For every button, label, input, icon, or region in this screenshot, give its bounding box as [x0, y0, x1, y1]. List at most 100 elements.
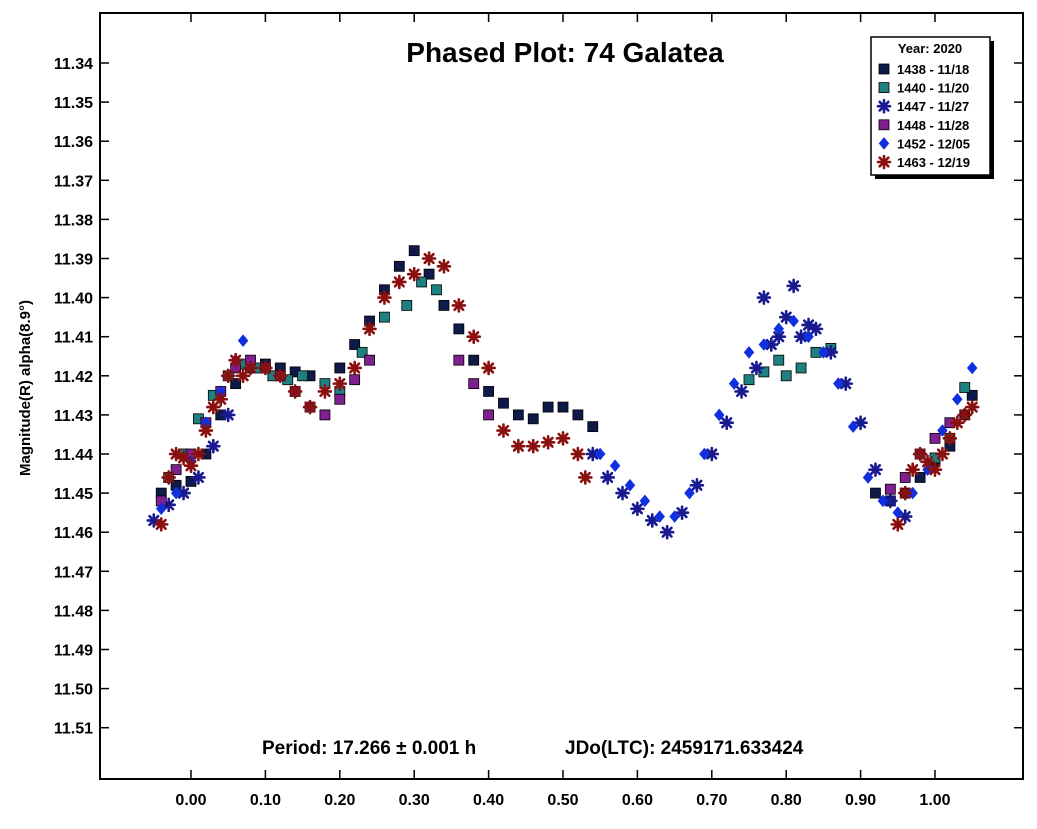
data-points [146, 245, 980, 540]
data-point-series-3 [801, 317, 816, 333]
data-point-series-3 [674, 505, 690, 520]
data-point-series-1 [498, 397, 509, 409]
data-point-series-5 [639, 494, 651, 508]
legend-marker [878, 82, 890, 93]
x-tick-label: 0.40 [473, 792, 504, 809]
legend-marker [876, 154, 892, 170]
x-tick-label: 0.90 [845, 792, 876, 809]
data-point-series-1 [587, 421, 599, 433]
data-point-series-5 [847, 420, 859, 434]
y-tick-label: 11.37 [54, 173, 93, 190]
data-point-series-6 [258, 360, 273, 376]
data-point-series-6 [957, 407, 973, 423]
data-point-series-3 [764, 337, 779, 352]
data-point-series-2 [416, 276, 428, 288]
data-point-series-6 [183, 458, 199, 474]
legend-entry-label: 1447 - 11/27 [897, 99, 969, 114]
data-point-series-1 [542, 401, 554, 413]
data-point-series-6 [540, 434, 556, 450]
data-point-series-1 [349, 339, 361, 350]
data-point-series-3 [689, 477, 705, 493]
data-point-series-4 [483, 409, 495, 421]
data-point-series-6 [927, 462, 943, 477]
data-point-series-6 [392, 274, 407, 290]
data-point-series-1 [512, 409, 524, 421]
y-tick-label: 11.36 [54, 134, 93, 151]
data-point-series-6 [481, 360, 496, 376]
x-tick-label: 0.80 [771, 792, 802, 809]
data-point-series-3 [868, 462, 883, 477]
y-tick-label: 11.41 [54, 330, 93, 347]
data-point-series-1 [557, 401, 569, 413]
y-tick-label: 11.46 [54, 525, 93, 542]
data-point-series-6 [451, 298, 467, 313]
data-point-series-6 [198, 423, 214, 438]
data-point-series-4 [364, 354, 375, 366]
data-point-series-6 [950, 415, 965, 431]
data-point-series-1 [393, 260, 405, 272]
data-point-series-5 [654, 510, 666, 523]
data-point-series-5 [907, 486, 919, 500]
x-tick-label: 1.00 [919, 792, 950, 809]
legend-entry-label: 1463 - 12/19 [897, 155, 970, 170]
data-point-series-2 [795, 362, 807, 374]
legend-entry-label: 1452 - 12/05 [897, 136, 970, 151]
data-point-series-5 [624, 478, 636, 492]
data-point-series-5 [728, 377, 740, 391]
data-point-series-1 [870, 487, 881, 499]
data-point-series-6 [905, 462, 920, 477]
data-point-series-2 [401, 300, 413, 311]
data-point-series-4 [884, 483, 896, 495]
x-tick-label: 0.20 [324, 792, 355, 809]
data-point-series-5 [951, 392, 963, 406]
data-point-series-3 [146, 513, 162, 528]
data-point-series-2 [780, 370, 792, 382]
data-point-series-4 [929, 432, 941, 444]
data-point-series-6 [191, 446, 206, 462]
data-point-series-3 [585, 446, 601, 462]
data-point-series-4 [453, 354, 465, 366]
data-point-series-6 [153, 517, 169, 532]
plot-frame [99, 12, 1024, 780]
data-point-series-3 [786, 278, 801, 294]
data-point-series-6 [421, 251, 437, 266]
data-point-series-4 [899, 472, 911, 483]
data-point-series-6 [206, 399, 221, 415]
jdo-label: JDo(LTC): 2459171.633424 [565, 738, 804, 759]
data-point-series-6 [220, 368, 236, 384]
data-point-series-3 [615, 485, 630, 501]
data-point-series-6 [235, 368, 251, 384]
y-tick-label: 11.43 [54, 408, 93, 425]
data-point-series-6 [332, 376, 348, 391]
y-axis-label: Magnitude(R) alpha(8.9°) [17, 300, 34, 476]
data-point-series-6 [964, 399, 980, 415]
data-point-series-6 [920, 454, 935, 470]
data-point-series-3 [823, 345, 839, 360]
data-point-series-1 [453, 323, 465, 335]
data-point-series-6 [897, 485, 913, 501]
data-point-series-1 [483, 386, 495, 397]
data-point-series-2 [356, 346, 368, 358]
data-point-series-4 [334, 393, 346, 405]
data-point-series-6 [570, 446, 586, 462]
data-point-series-3 [756, 290, 772, 305]
data-point-series-1 [468, 354, 480, 366]
data-point-series-3 [883, 493, 898, 509]
data-point-series-3 [644, 513, 660, 528]
legend-items: 1438 - 11/18 1440 - 11/20 1447 - 11/27 1448… [876, 62, 970, 170]
legend-marker [878, 119, 890, 131]
data-point-series-1 [527, 413, 539, 425]
data-point-series-3 [630, 501, 645, 517]
data-point-series-3 [793, 329, 809, 344]
data-point-series-2 [959, 382, 971, 393]
legend: Year: 2020 1438 - 11/18 1440 - 11/20 1447 … [870, 36, 994, 179]
data-point-series-5 [966, 361, 978, 375]
y-tick-label: 11.38 [54, 212, 93, 229]
y-tick-label: 11.35 [54, 95, 93, 112]
data-point-series-5 [155, 502, 167, 516]
data-point-series-3 [600, 470, 615, 485]
data-point-series-5 [832, 377, 844, 391]
data-point-series-5 [758, 338, 770, 351]
data-point-series-6 [436, 259, 452, 274]
